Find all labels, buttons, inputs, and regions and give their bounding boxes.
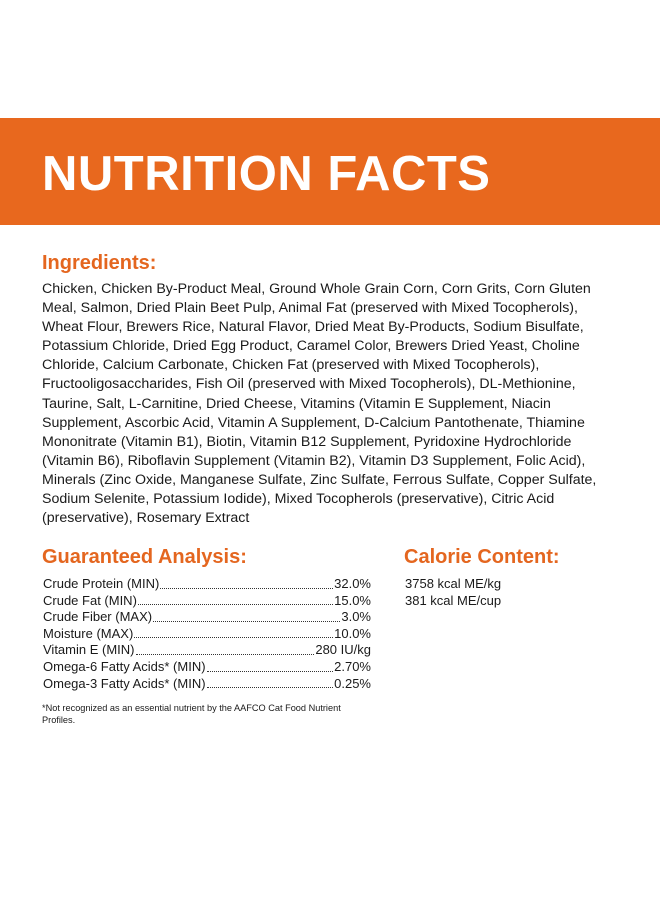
nutrient-label: Crude Fat (MIN) — [43, 592, 137, 608]
nutrient-label: Omega-3 Fatty Acids* (MIN) — [43, 675, 206, 691]
nutrient-label: Omega-6 Fatty Acids* (MIN) — [43, 658, 206, 674]
dot-leader — [134, 636, 334, 639]
analysis-row: Omega-6 Fatty Acids* (MIN) 2.70% — [43, 659, 371, 676]
nutrient-label: Moisture (MAX) — [43, 625, 134, 641]
dot-leader — [160, 587, 334, 589]
dot-leader — [135, 653, 315, 655]
nutrient-value: 2.70% — [334, 658, 371, 674]
ingredients-text: Chicken, Chicken By-Product Meal, Ground… — [42, 281, 597, 527]
nutrient-value: 10.0% — [334, 625, 371, 641]
analysis-row: Crude Fat (MIN) 15.0% — [43, 593, 371, 610]
analysis-row: Omega-3 Fatty Acids* (MIN) 0.25% — [43, 676, 371, 693]
nutrient-value: 280 IU/kg — [315, 642, 371, 658]
analysis-table: Crude Protein (MIN) 32.0% Crude Fat (MIN) 1… — [43, 576, 371, 692]
footnote: *Not recognized as an essential nutrient… — [42, 703, 341, 725]
section-heading: Guaranteed Analysis: — [42, 546, 247, 568]
nutrient-label: Vitamin E (MIN) — [43, 642, 135, 658]
analysis-row: Moisture (MAX) 10.0% — [43, 626, 371, 643]
dot-leader — [137, 603, 334, 606]
calorie-line: 3758 kcal ME/kg — [405, 576, 502, 591]
nutrient-value: 15.0% — [334, 592, 371, 608]
analysis-row: Crude Fiber (MAX) 3.0% — [43, 609, 371, 626]
header-banner: NUTRITION FACTS — [0, 118, 660, 225]
nutrient-value: 0.25% — [334, 675, 371, 691]
page-title: NUTRITION FACTS — [42, 147, 491, 201]
analysis-row: Crude Protein (MIN) 32.0% — [43, 576, 371, 593]
section-heading: Calorie Content: — [404, 546, 560, 568]
nutrient-label: Crude Fiber (MAX) — [43, 609, 153, 625]
section-heading: Ingredients: — [42, 252, 157, 274]
nutrient-value: 32.0% — [334, 576, 371, 591]
calorie-list: 3758 kcal ME/kg 381 kcal ME/cup — [405, 576, 501, 609]
dot-leader — [153, 620, 341, 622]
dot-leader — [206, 670, 334, 672]
dot-leader — [206, 686, 334, 689]
calorie-line: 381 kcal ME/cup — [405, 592, 502, 608]
nutrient-value: 3.0% — [341, 609, 371, 625]
nutrient-label: Crude Protein (MIN) — [43, 576, 160, 591]
analysis-row: Vitamin E (MIN) 280 IU/kg — [43, 642, 371, 659]
